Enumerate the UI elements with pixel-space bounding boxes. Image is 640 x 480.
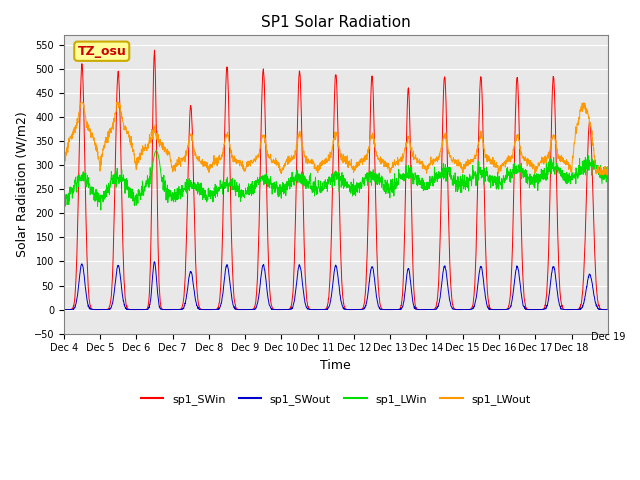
sp1_LWout <box>556 158 564 164</box>
sp1_SWout <box>352 307 360 312</box>
Line: sp1_SWin: sp1_SWin <box>64 50 608 310</box>
Y-axis label: Solar Radiation (W/m2): Solar Radiation (W/m2) <box>15 112 28 257</box>
sp1_LWin <box>604 307 612 312</box>
sp1_LWin <box>152 148 160 154</box>
Text: Dec 19: Dec 19 <box>591 332 625 342</box>
sp1_LWin <box>60 204 68 210</box>
sp1_SWout <box>364 293 371 299</box>
sp1_LWin <box>364 177 371 182</box>
sp1_SWin <box>166 307 174 312</box>
sp1_SWin <box>556 291 564 297</box>
sp1_SWin <box>352 307 360 312</box>
sp1_SWout <box>494 307 502 312</box>
sp1_LWout <box>60 169 68 175</box>
sp1_SWout <box>60 307 68 312</box>
sp1_LWin <box>494 185 502 191</box>
Line: sp1_LWin: sp1_LWin <box>64 151 608 310</box>
sp1_LWout <box>364 152 371 157</box>
sp1_LWout <box>212 156 220 162</box>
sp1_LWout <box>494 163 502 168</box>
sp1_LWin <box>572 176 579 181</box>
sp1_SWout <box>212 307 220 312</box>
sp1_SWout <box>556 304 564 310</box>
sp1_SWin <box>572 307 579 312</box>
sp1_SWin <box>60 307 68 312</box>
sp1_SWout <box>70 307 77 312</box>
sp1_SWin <box>604 307 612 312</box>
sp1_LWout <box>604 172 612 178</box>
sp1_LWout <box>572 135 579 141</box>
Legend: sp1_SWin, sp1_SWout, sp1_LWin, sp1_LWout: sp1_SWin, sp1_SWout, sp1_LWin, sp1_LWout <box>136 390 535 409</box>
sp1_SWout <box>572 307 579 312</box>
sp1_SWout <box>604 307 612 312</box>
sp1_SWin <box>150 47 158 53</box>
sp1_LWout <box>77 100 84 106</box>
Text: TZ_osu: TZ_osu <box>77 45 126 58</box>
sp1_SWin <box>494 307 502 312</box>
sp1_LWout <box>596 172 604 178</box>
Line: sp1_LWout: sp1_LWout <box>64 103 608 175</box>
sp1_SWin <box>364 232 371 238</box>
X-axis label: Time: Time <box>321 359 351 372</box>
sp1_LWin <box>212 188 220 194</box>
Title: SP1 Solar Radiation: SP1 Solar Radiation <box>261 15 411 30</box>
sp1_LWin <box>352 193 360 199</box>
sp1_SWin <box>212 307 220 312</box>
sp1_LWout <box>352 164 360 170</box>
sp1_SWout <box>150 259 158 264</box>
Line: sp1_SWout: sp1_SWout <box>64 262 608 310</box>
sp1_LWin <box>556 167 564 172</box>
